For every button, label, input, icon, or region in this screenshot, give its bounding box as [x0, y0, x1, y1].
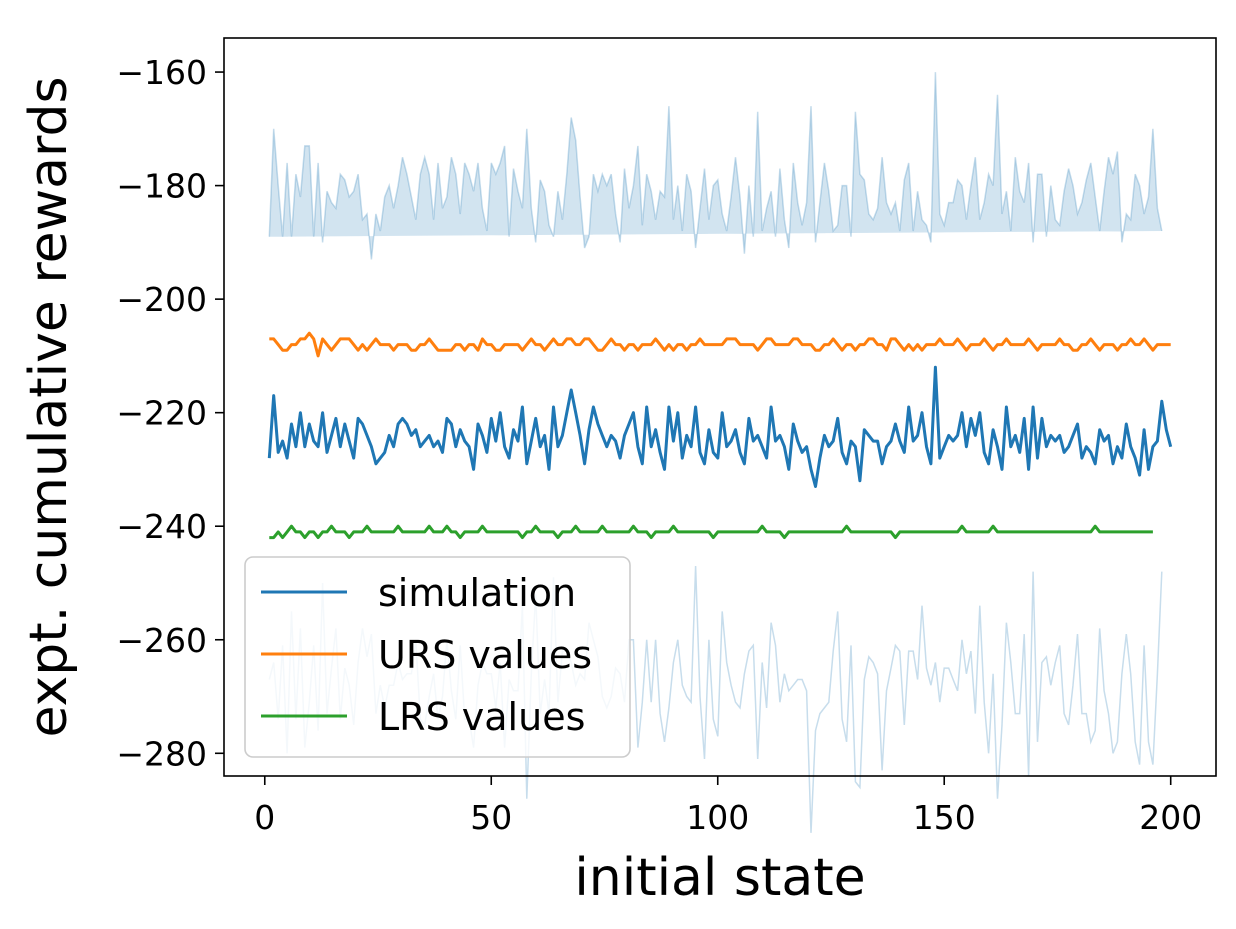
x-tick-label: 50	[470, 798, 512, 837]
plot-frame	[223, 37, 1217, 777]
legend-label-simulation: simulation	[378, 571, 576, 615]
series-line-lrs-values	[269, 524, 1153, 540]
x-tick-label: 0	[254, 798, 275, 837]
y-axis-label: expt. cumulative rewards	[19, 76, 79, 737]
y-tick-label: −260	[116, 621, 207, 660]
legend: simulation URS values LRS values	[244, 556, 631, 758]
legend-box	[244, 556, 631, 758]
series-line-simulation	[267, 365, 1173, 488]
y-axis: −160 −180 −200 −220 −240 −260 −280	[116, 53, 224, 773]
legend-label-lrs: LRS values	[378, 695, 585, 739]
band-upper-edge	[268, 72, 1163, 260]
legend-label-urs: URS values	[378, 633, 592, 677]
series-layer	[267, 331, 1173, 540]
y-tick-label: −240	[116, 507, 207, 546]
x-tick-label: 100	[686, 798, 749, 837]
series-line-urs-values	[269, 331, 1171, 358]
y-tick-label: −180	[116, 167, 207, 206]
x-tick-label: 200	[1139, 798, 1202, 837]
x-axis: 0 50 100 150 200	[254, 776, 1202, 837]
x-axis-label: initial state	[574, 848, 865, 908]
x-tick-label: 150	[913, 798, 976, 837]
y-tick-label: −220	[116, 394, 207, 433]
y-tick-label: −160	[116, 53, 207, 92]
y-tick-label: −200	[116, 280, 207, 319]
y-tick-label: −280	[116, 734, 207, 773]
simulation-spread-band	[269, 72, 1162, 260]
